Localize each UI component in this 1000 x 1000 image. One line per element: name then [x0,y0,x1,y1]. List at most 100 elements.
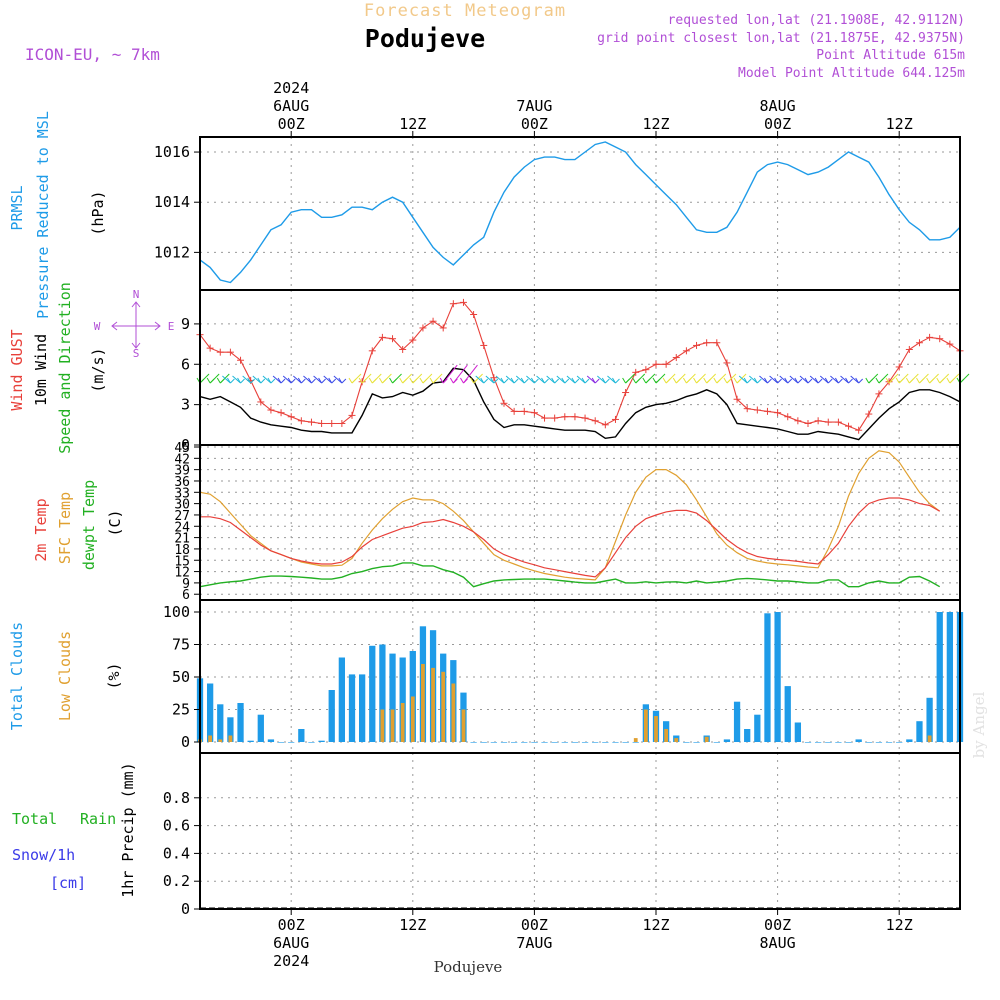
gust-marker [348,411,356,419]
total-cloud-bar [338,657,346,742]
wind-barb-head [216,377,221,384]
wind-barb-head [449,377,454,384]
y-tick-label: 36 [174,475,190,490]
wind-barb-head [290,378,296,384]
wind-barb-head [483,378,489,384]
total-cloud-bar [723,739,731,742]
gust-marker [632,368,640,376]
wind-barb-shaft [262,375,272,384]
total-cloud-bar [865,742,872,743]
wind-barb-head [713,377,718,384]
wind-barb-icon [505,375,519,384]
wind-barb-head [432,378,438,384]
wind-barb-head [267,377,272,384]
gust-marker [642,366,650,374]
y-tick-label: 100 [163,603,190,621]
total-cloud-bar [551,742,558,743]
wind-barb-head [743,377,748,384]
compass-arrows-icon [111,301,161,349]
wind-barb-head [399,377,404,384]
total-cloud-bar [744,729,751,742]
total-cloud-bar [348,674,356,742]
wind-barb-head [601,377,606,384]
wind-barb-head [817,378,823,384]
low-cloud-bar [674,738,679,742]
wind-barb-shaft [323,375,333,384]
wind-barb-head [604,378,610,384]
total-cloud-bar [835,742,842,743]
wind-barb-head [328,377,333,384]
y-tick-label: 25 [172,701,190,719]
wind-barb-head [774,377,779,384]
total-cloud-bar [277,742,285,743]
wind-barb-icon [409,373,423,384]
wind-barb-shaft [293,375,302,384]
y-tick-label: 30 [174,498,190,513]
top-time-label: 00Z [521,115,548,133]
wind-barb-head [574,378,580,384]
wind-barb-head [584,378,590,384]
wind-barb-shaft [830,375,839,384]
wind-barb-head [551,377,556,384]
wind-barb-head [480,377,485,384]
wind-barb-head [351,378,357,384]
temp-2m-line [200,497,940,578]
wind-barb-head [946,377,951,384]
temp-unit: (C) [106,509,124,536]
wind-barb-icon [303,375,316,384]
wind-barb-icon [556,375,570,384]
wind-barb-icon [546,375,560,384]
wind-barb-head [382,378,387,384]
wind-barb-head [237,377,241,384]
low-cloud-bar [218,739,223,742]
wind-barb-icon [460,364,478,384]
gust-marker [591,417,599,425]
gust-marker [500,399,508,407]
wind-speed-line [199,367,961,441]
gust-marker [439,324,447,332]
wind-barb-head [848,378,853,384]
wind-barb-head [530,377,535,384]
wind-barb-head [541,377,545,384]
total-cloud-bar [602,742,609,743]
wind-barb-head [240,378,245,384]
total-cloud-bar [358,674,366,742]
bottom-time-label: 00Z [764,916,791,934]
wind-barb-head [794,377,799,384]
panel-frame [199,752,961,910]
y-tick-label: 24 [174,520,190,535]
wind-barb-shaft [809,375,819,384]
gust-marker [237,356,245,364]
total-cloud-bar [946,612,954,742]
wind-barb-head [460,377,464,384]
low-cloud-bar [927,735,932,742]
wind-barb-head [412,378,418,384]
wind-barb-icon [272,375,286,384]
wind-barb-icon [799,375,813,384]
gust-marker [936,335,944,343]
wind-barb-head [331,378,337,384]
wind-barb-head [500,377,505,384]
wind-compass: N S W E [94,288,175,360]
wind-barb-icon [875,373,889,384]
y-tick-label: 12 [174,566,190,581]
gust-marker [490,374,498,382]
wind-barb-head [716,378,722,384]
wind-barb-icon [429,373,443,384]
gust-marker [226,348,234,356]
gust-marker [875,390,883,398]
gust-marker [723,359,731,367]
top-time-label: 00Z [764,115,791,133]
gust-marker [429,317,437,325]
total-cloud-bar [247,740,254,742]
precip-rain-label: Rain [80,810,116,828]
gust-marker [257,398,265,406]
gust-marker [480,341,488,349]
gust-marker [267,406,275,414]
pressure-unit: (hPa) [89,190,107,235]
top-time-label: 12Z [642,115,669,133]
wind-barb-icon [206,373,220,384]
total-cloud-bar [713,742,720,743]
wind-barb-head [723,377,728,384]
